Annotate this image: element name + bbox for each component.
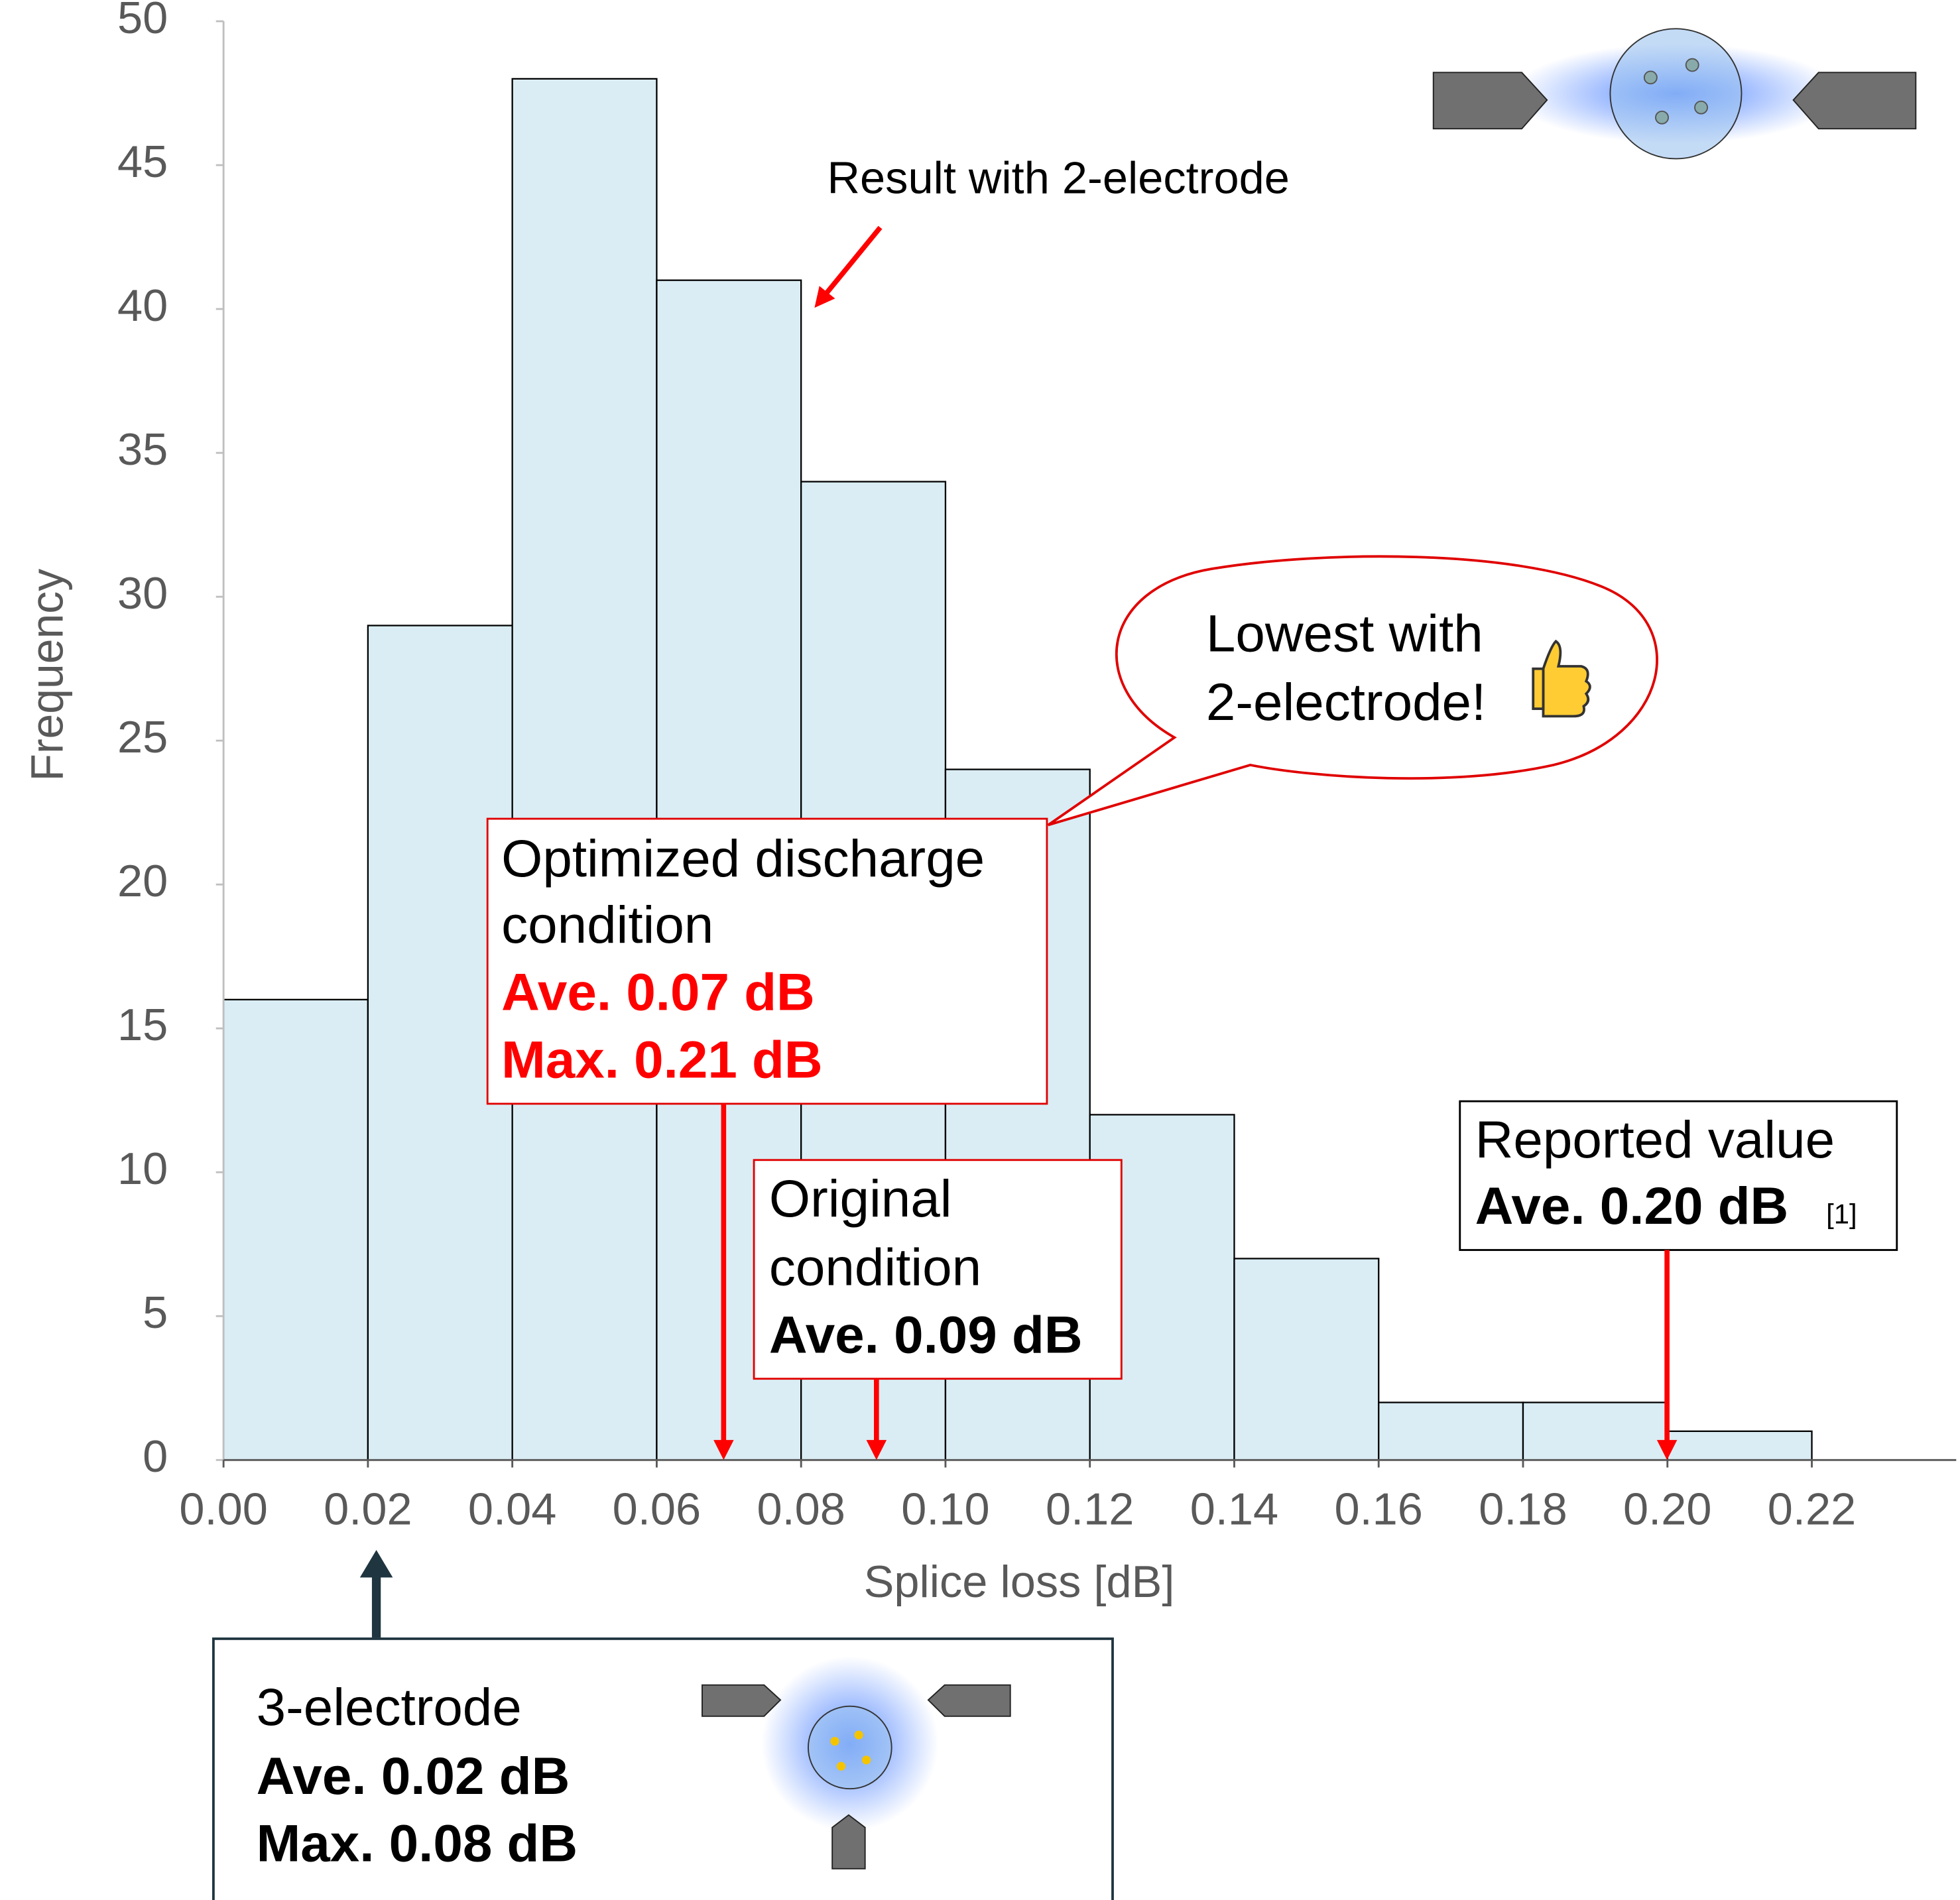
x-tick-label: 0.22 bbox=[1768, 1484, 1856, 1535]
x-tick-label: 0.14 bbox=[1190, 1484, 1278, 1535]
y-tick-label: 0 bbox=[143, 1432, 168, 1482]
chart: 0 5 10 15 20 25 30 35 40 45 50 0.00 0.02 0.04 0.06 0.08… bbox=[0, 0, 1960, 1900]
box-text: Max. 0.08 dB bbox=[257, 1814, 578, 1873]
y-tick-label: 35 bbox=[117, 424, 168, 475]
bar bbox=[1234, 1258, 1378, 1460]
box-text: condition bbox=[769, 1238, 981, 1297]
callout-text: 2-electrode! bbox=[1206, 673, 1486, 732]
bar bbox=[1523, 1402, 1668, 1460]
reference: [1] bbox=[1826, 1199, 1857, 1230]
two-electrode-icon bbox=[1434, 29, 1916, 158]
callout: Lowest with 2-electrode! bbox=[1048, 556, 1657, 825]
x-axis-label: Splice loss [dB] bbox=[864, 1557, 1175, 1607]
x-tick-label: 0.08 bbox=[757, 1484, 845, 1535]
box-text: condition bbox=[501, 895, 713, 954]
y-tick-label: 45 bbox=[117, 137, 168, 187]
x-tick-label: 0.04 bbox=[468, 1484, 556, 1535]
bar bbox=[1668, 1431, 1812, 1460]
x-tick-label: 0.02 bbox=[324, 1484, 412, 1535]
annotation: Result with 2-electrode bbox=[827, 153, 1290, 204]
box-text: Optimized discharge bbox=[501, 829, 985, 888]
x-tick-label: 0.12 bbox=[1046, 1484, 1134, 1535]
bar bbox=[513, 79, 657, 1460]
x-tick-label: 0.20 bbox=[1623, 1484, 1711, 1535]
x-tick-label: 0.16 bbox=[1335, 1484, 1423, 1535]
bar bbox=[223, 1000, 368, 1460]
y-tick-label: 10 bbox=[117, 1144, 168, 1194]
y-tick-label: 15 bbox=[117, 1000, 168, 1050]
y-tick-label: 25 bbox=[117, 712, 168, 762]
y-axis-label: Frequency bbox=[22, 569, 72, 782]
reported-box: Reported value Ave. 0.20 dB [1] bbox=[1460, 1101, 1897, 1450]
box-text: 3-electrode bbox=[257, 1678, 522, 1737]
box-text: Reported value bbox=[1475, 1110, 1835, 1169]
x-tick-label: 0.00 bbox=[179, 1484, 267, 1535]
callout-text: Lowest with bbox=[1206, 604, 1483, 663]
y-tick-label: 50 bbox=[117, 0, 168, 43]
box-text: Ave. 0.02 dB bbox=[257, 1746, 570, 1805]
y-tick-label: 5 bbox=[143, 1288, 168, 1338]
y-tick-label: 30 bbox=[117, 568, 168, 619]
box-text: Ave. 0.07 dB bbox=[501, 963, 815, 1022]
box-text: Ave. 0.20 dB bbox=[1475, 1176, 1789, 1235]
arrow bbox=[821, 227, 881, 300]
y-tick-label: 40 bbox=[117, 280, 168, 331]
x-tick-label: 0.18 bbox=[1479, 1484, 1567, 1535]
box-text: Original bbox=[769, 1169, 952, 1228]
box-text: Max. 0.21 dB bbox=[501, 1030, 823, 1089]
bar bbox=[1378, 1402, 1523, 1460]
x-tick-label: 0.10 bbox=[901, 1484, 989, 1535]
y-tick-label: 20 bbox=[117, 856, 168, 906]
x-tick-label: 0.06 bbox=[613, 1484, 701, 1535]
box-text: Ave. 0.09 dB bbox=[769, 1305, 1083, 1364]
